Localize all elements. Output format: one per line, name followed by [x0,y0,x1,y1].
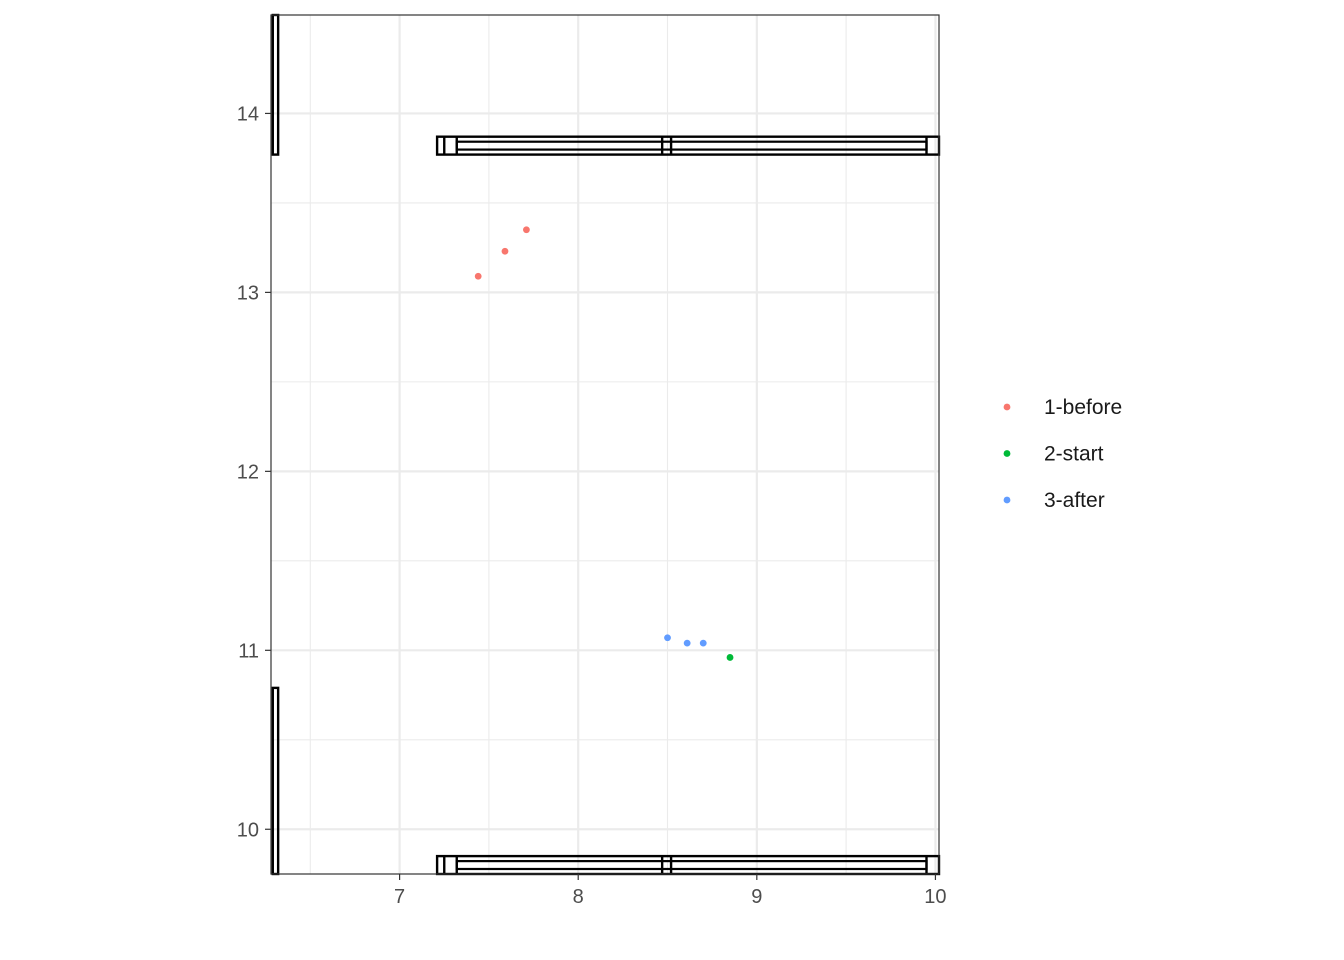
minor-gridlines [271,15,939,874]
y-tick-label: 12 [237,461,259,483]
data-point [474,272,482,280]
y-tick-label: 10 [237,819,259,841]
legend-label: 3-after [1044,489,1105,512]
y-tick-label: 14 [237,103,259,125]
legend-key [1003,403,1011,411]
data-point [683,639,691,647]
data-point [726,654,734,661]
x-axis: 7 8 9 10 [394,874,947,908]
x-tick-label: 9 [751,886,762,908]
legend: 1-before 2-start 3-after [1003,396,1122,512]
x-tick-label: 8 [573,886,584,908]
data-points [474,226,734,661]
legend-label: 2-start [1044,443,1104,466]
legend-key [1003,496,1011,504]
data-point [664,634,671,642]
data-point [699,639,707,647]
x-tick-label: 10 [924,886,946,908]
legend-key [1003,450,1011,457]
x-tick-label: 7 [394,886,405,908]
data-point [501,247,509,255]
plot-border [270,14,940,875]
plot-panel [271,15,939,874]
y-tick-label: 11 [238,640,259,662]
major-gridlines [271,15,939,874]
y-tick-label: 13 [237,282,259,304]
y-axis: 10 11 12 13 14 [237,103,271,841]
data-point [523,226,530,234]
legend-label: 1-before [1044,396,1122,419]
